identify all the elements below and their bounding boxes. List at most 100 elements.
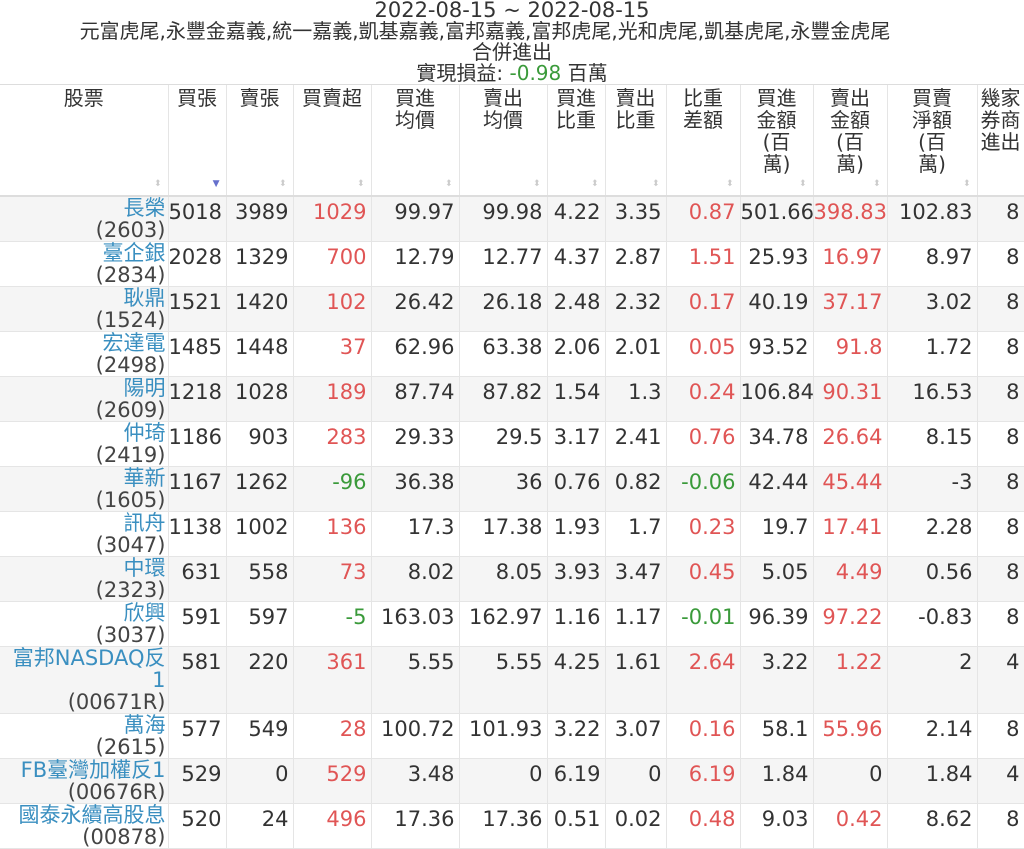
- cell-買進比重: 1.93: [547, 511, 606, 557]
- column-header-label: 買進比重: [556, 86, 596, 132]
- cell-賣出比重: 0: [605, 758, 667, 804]
- stock-link[interactable]: 臺企銀: [102, 241, 166, 265]
- table-row: 宏達電 (2498) 1485 1448 37 62.96 63.38 2.06 2.01 0.0…: [0, 331, 1024, 377]
- column-header-3[interactable]: 買賣超 ⬍: [293, 85, 372, 197]
- sort-icon[interactable]: ⬍: [444, 179, 453, 189]
- realized-pl: 實現損益: -0.98 百萬: [0, 63, 1024, 84]
- column-header-12[interactable]: 幾家券商進出: [977, 85, 1024, 197]
- stock-link[interactable]: 訊舟: [123, 511, 166, 535]
- table-row: 臺企銀 (2834) 2028 1329 700 12.79 12.77 4.37 2.87 1.…: [0, 241, 1024, 287]
- stock-link[interactable]: 長榮: [123, 196, 166, 220]
- stock-link[interactable]: 欣興: [123, 601, 166, 625]
- sort-icon[interactable]: ⬍: [356, 179, 365, 189]
- cell-買賣超: 529: [293, 758, 372, 804]
- cell-賣出比重: 2.01: [605, 331, 667, 377]
- stock-link[interactable]: 中環: [123, 556, 166, 580]
- cell-賣出比重: 1.61: [605, 646, 667, 714]
- column-header-label: 賣出均價: [483, 86, 523, 132]
- cell-買進金額(百萬): 40.19: [740, 286, 814, 332]
- cell-賣出金額(百萬): 45.44: [813, 466, 888, 512]
- pl-value: -0.98: [509, 61, 562, 85]
- sort-icon[interactable]: ⬍: [651, 179, 660, 189]
- cell-買進金額(百萬): 25.93: [740, 241, 814, 287]
- cell-買進均價: 3.48: [371, 758, 460, 804]
- cell-買進均價: 26.42: [371, 286, 460, 332]
- sort-icon[interactable]: ⬍: [962, 179, 971, 189]
- table-row: 欣興 (3037) 591 597 -5 163.03 162.97 1.16 1.17 -0.0…: [0, 601, 1024, 647]
- cell-幾家券商進出: 8: [977, 803, 1024, 849]
- cell-買賣淨額(百萬): 3.02: [887, 286, 978, 332]
- cell-買賣超: 361: [293, 646, 372, 714]
- cell-買賣超: 73: [293, 556, 372, 602]
- stock-link[interactable]: 陽明: [123, 376, 166, 400]
- cell-賣出均價: 87.82: [459, 376, 548, 422]
- cell-比重差額: 0.16: [666, 713, 741, 759]
- cell-買張: 1186: [168, 421, 227, 467]
- stock-link[interactable]: 仲琦: [123, 421, 166, 445]
- cell-買進均價: 12.79: [371, 241, 460, 287]
- stock-link[interactable]: 宏達電: [102, 331, 166, 355]
- column-header-8[interactable]: 比重差額 ⬍: [666, 85, 741, 197]
- cell-買進金額(百萬): 58.1: [740, 713, 814, 759]
- table-row: FB臺灣加權反1 (00676R) 529 0 529 3.48 0 6.19 0 6.19 1.8…: [0, 758, 1024, 804]
- sort-icon[interactable]: ⬍: [725, 179, 734, 189]
- cell-賣張: 24: [226, 803, 294, 849]
- stock-link[interactable]: 耿鼎: [123, 286, 166, 310]
- column-header-9[interactable]: 買進金額(百萬) ⬍: [740, 85, 814, 197]
- column-header-label: 股票: [63, 86, 104, 110]
- cell-買進比重: 2.48: [547, 286, 606, 332]
- cell-賣張: 1002: [226, 511, 294, 557]
- column-header-10[interactable]: 賣出金額(百萬) ⬍: [813, 85, 888, 197]
- cell-比重差額: 0.23: [666, 511, 741, 557]
- cell-買進比重: 6.19: [547, 758, 606, 804]
- stock-cell: 欣興 (3037): [0, 601, 169, 647]
- column-header-7[interactable]: 賣出比重 ⬍: [605, 85, 667, 197]
- table-row: 國泰永續高股息 (00878) 520 24 496 17.36 17.36 0.51 0.02…: [0, 803, 1024, 849]
- column-header-1[interactable]: 買張 ▼: [168, 85, 227, 197]
- cell-買進金額(百萬): 9.03: [740, 803, 814, 849]
- column-header-6[interactable]: 買進比重 ⬍: [547, 85, 606, 197]
- column-header-2[interactable]: 賣張 ⬍: [226, 85, 294, 197]
- cell-買進均價: 36.38: [371, 466, 460, 512]
- cell-賣張: 1262: [226, 466, 294, 512]
- cell-賣出金額(百萬): 0.42: [813, 803, 888, 849]
- cell-買賣淨額(百萬): 2.28: [887, 511, 978, 557]
- sort-icon[interactable]: ⬍: [590, 179, 599, 189]
- cell-賣出金額(百萬): 17.41: [813, 511, 888, 557]
- stock-link[interactable]: 國泰永續高股息: [18, 803, 166, 827]
- sort-icon[interactable]: ⬍: [153, 179, 162, 189]
- sort-icon[interactable]: ⬍: [278, 179, 287, 189]
- stock-code: (00671R): [67, 690, 166, 714]
- sort-icon[interactable]: ⬍: [798, 179, 807, 189]
- cell-幾家券商進出: 8: [977, 241, 1024, 287]
- cell-賣出金額(百萬): 91.8: [813, 331, 888, 377]
- cell-買賣淨額(百萬): 2: [887, 646, 978, 714]
- cell-買賣淨額(百萬): 16.53: [887, 376, 978, 422]
- sort-icon[interactable]: ⬍: [872, 179, 881, 189]
- cell-賣出金額(百萬): 4.49: [813, 556, 888, 602]
- sort-icon[interactable]: ▼: [212, 179, 220, 189]
- cell-賣出比重: 1.3: [605, 376, 667, 422]
- cell-賣張: 3989: [226, 196, 294, 242]
- sort-icon[interactable]: ⬍: [532, 179, 541, 189]
- column-header-4[interactable]: 買進均價 ⬍: [371, 85, 460, 197]
- table-row: 富邦NASDAQ反1 (00671R) 581 220 361 5.55 5.55 4.25 1…: [0, 646, 1024, 714]
- cell-買張: 1138: [168, 511, 227, 557]
- column-header-11[interactable]: 買賣淨額(百萬) ⬍: [887, 85, 978, 197]
- stock-code: (1524): [95, 308, 166, 332]
- cell-買進金額(百萬): 106.84: [740, 376, 814, 422]
- stock-link[interactable]: FB臺灣加權反1: [20, 758, 166, 782]
- stock-link[interactable]: 萬海: [123, 713, 166, 737]
- cell-賣張: 597: [226, 601, 294, 647]
- stock-link[interactable]: 華新: [123, 466, 166, 490]
- stock-link[interactable]: 富邦NASDAQ反1: [12, 646, 166, 692]
- column-header-5[interactable]: 賣出均價 ⬍: [459, 85, 548, 197]
- column-header-0[interactable]: 股票 ⬍: [0, 85, 169, 197]
- cell-買進比重: 1.16: [547, 601, 606, 647]
- cell-買張: 1485: [168, 331, 227, 377]
- cell-賣出均價: 17.38: [459, 511, 548, 557]
- table-row: 華新 (1605) 1167 1262 -96 36.38 36 0.76 0.82 -0.06 4…: [0, 466, 1024, 512]
- stock-cell: 耿鼎 (1524): [0, 286, 169, 332]
- cell-賣出金額(百萬): 37.17: [813, 286, 888, 332]
- cell-買張: 529: [168, 758, 227, 804]
